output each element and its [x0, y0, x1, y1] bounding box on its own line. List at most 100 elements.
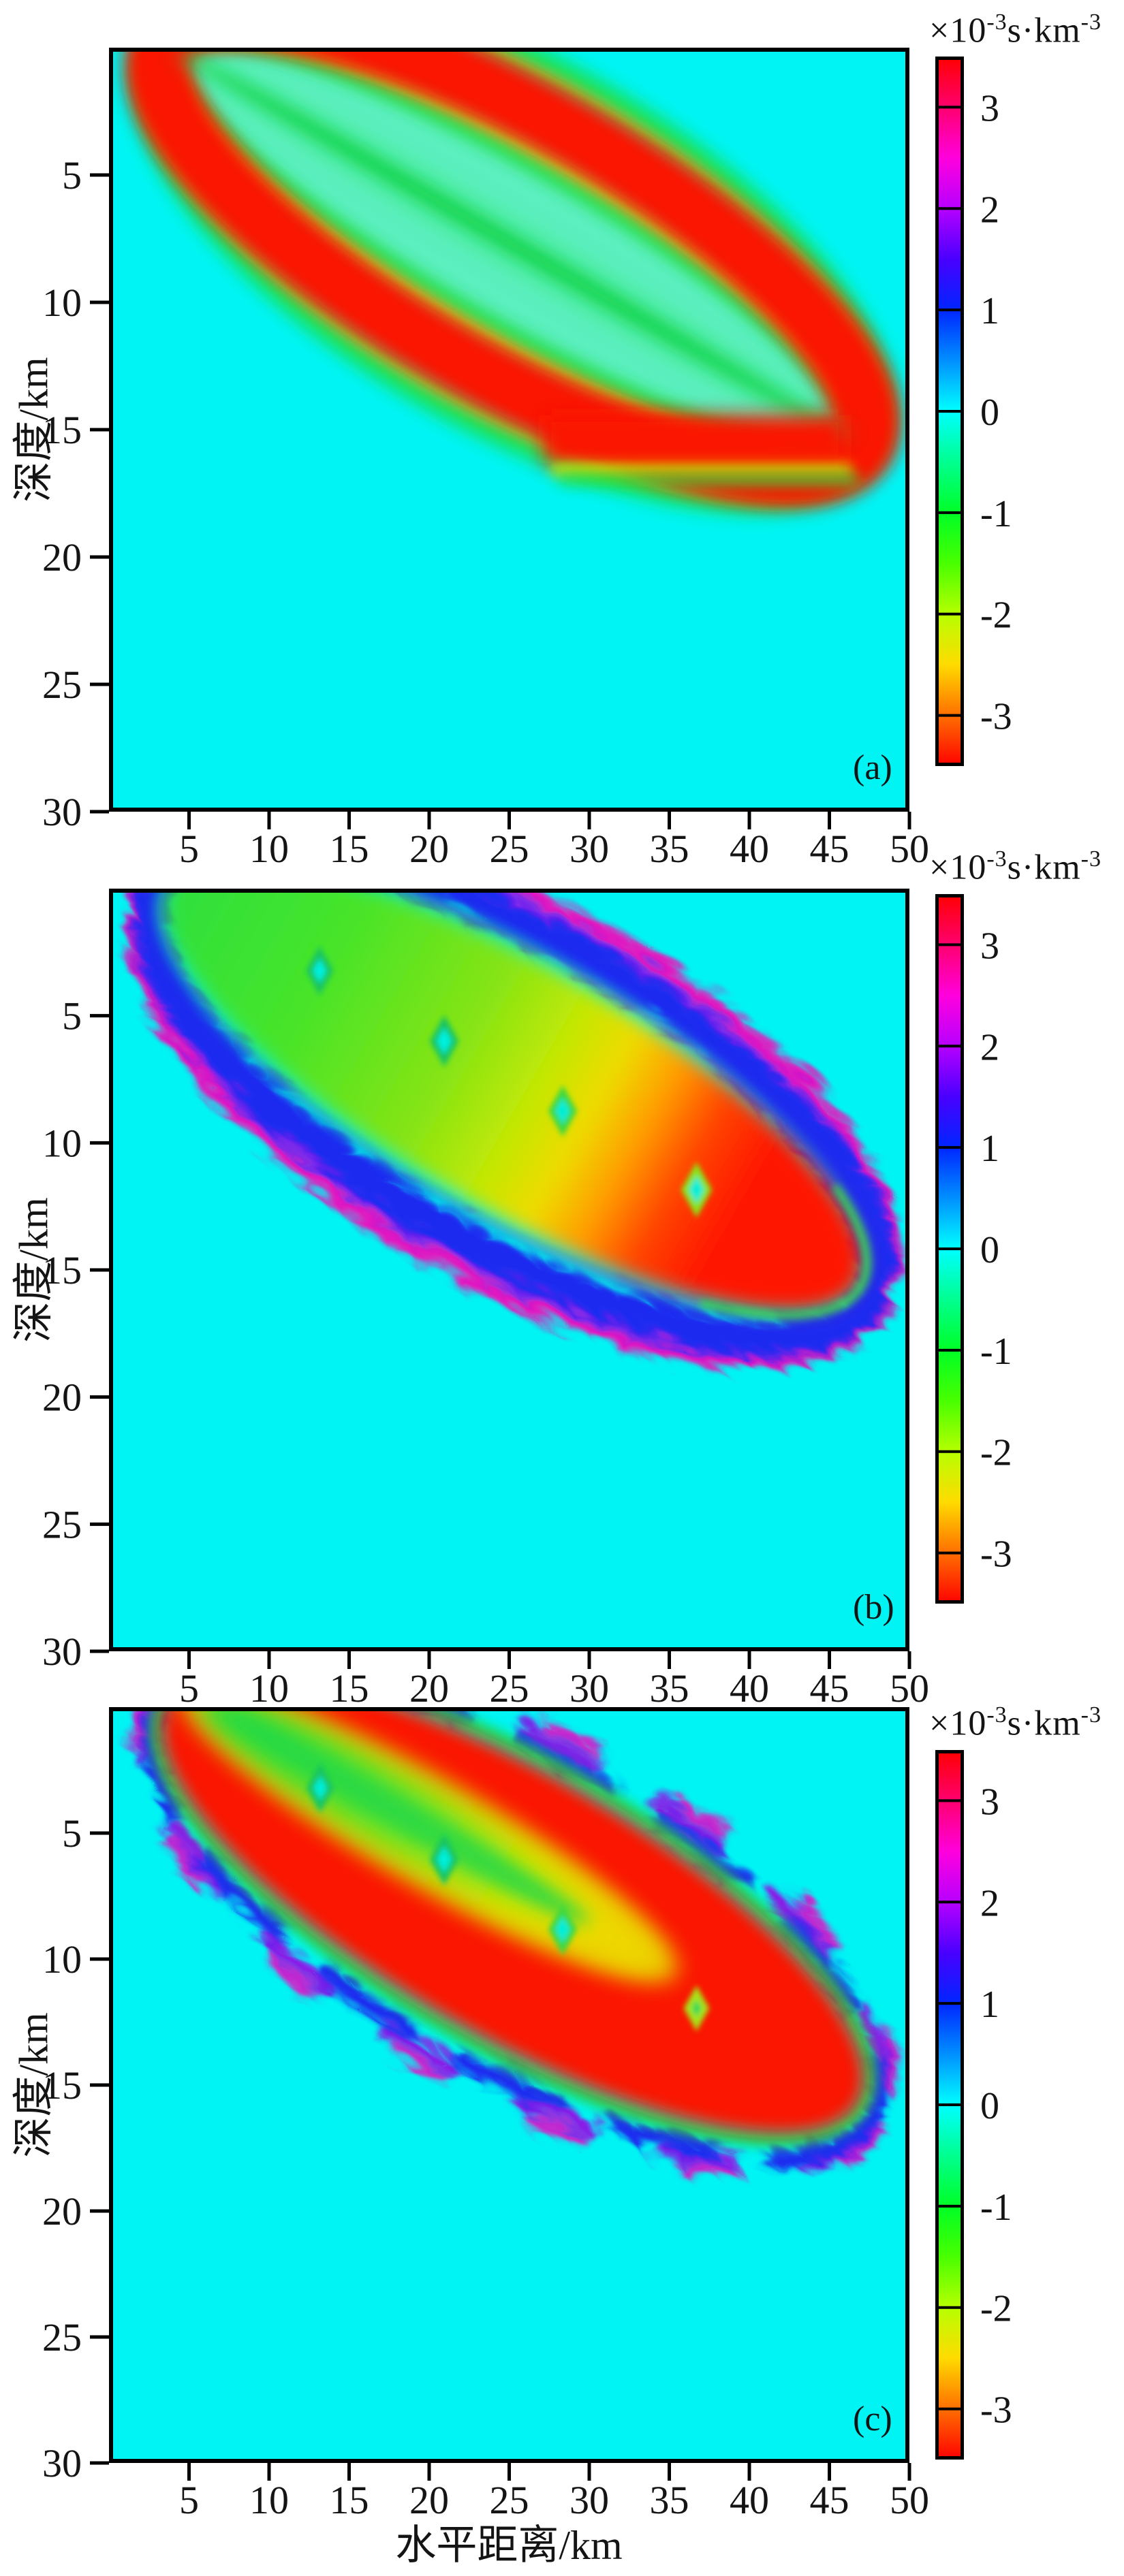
colorbar-title-base: ×10 — [929, 848, 987, 887]
colorbar-title-a: ×10-3s·km-3 — [929, 10, 1102, 50]
x-tick-label: 5 — [179, 827, 199, 871]
plot-frame — [109, 889, 909, 1651]
x-tick-label: 45 — [810, 1666, 849, 1711]
x-tick-label: 40 — [730, 1666, 769, 1711]
colorbar-tick-label: 0 — [980, 392, 999, 434]
x-tick-label: 20 — [409, 2478, 449, 2522]
x-tick-label: 15 — [330, 2478, 369, 2522]
colorbar-tick-label: 2 — [980, 189, 999, 231]
y-tick-label: 20 — [42, 2189, 82, 2233]
y-tick-label: 25 — [42, 1502, 82, 1546]
colorbar-tick-label: 0 — [980, 2085, 999, 2127]
x-tick-label: 25 — [490, 827, 529, 871]
x-tick-label: 15 — [330, 827, 369, 871]
colorbar-tick-label: -3 — [980, 2389, 1012, 2432]
colorbar-tick-label: 1 — [980, 1984, 999, 2026]
y-tick-label: 30 — [42, 1629, 82, 1674]
y-tick-label: 20 — [42, 535, 82, 579]
colorbar-title-base: ×10 — [929, 1704, 987, 1743]
colorbar-tick-label: -1 — [980, 493, 1012, 535]
colorbar-title-unit: s·km — [1007, 1704, 1081, 1743]
heatmap-panel-c: 5 10 15 20 25 30 35 40 45 50 5 10 15 20 25 30 (c) — [42, 1707, 929, 2522]
x-tick-label: 40 — [730, 2478, 769, 2522]
colorbar-title-exponent: -3 — [1080, 10, 1102, 35]
colorbar-title-exponent: -3 — [986, 846, 1008, 872]
x-tick-label: 25 — [490, 1666, 529, 1711]
x-tick-label: 35 — [650, 1666, 689, 1711]
y-tick-label: 5 — [62, 153, 82, 197]
colorbar-tick-label: 2 — [980, 1882, 999, 1924]
colorbar-tick-label: -3 — [980, 1533, 1012, 1576]
colorbar-tick-label: -2 — [980, 2288, 1012, 2330]
y-tick-label: 20 — [42, 1376, 82, 1420]
colorbar-frame — [935, 1750, 964, 2460]
y-tick-label: 10 — [42, 1121, 82, 1165]
x-axis-label: 水平距离/km — [395, 2523, 623, 2568]
colorbar-tick-label: 0 — [980, 1229, 999, 1271]
x-tick-label: 20 — [409, 827, 449, 871]
y-tick-label: 10 — [42, 281, 82, 325]
colorbar-title-unit: s·km — [1007, 848, 1081, 887]
x-tick-label: 5 — [179, 1666, 199, 1711]
heatmap-panel-a: 5 10 15 20 25 30 35 40 45 50 5 10 15 20 25 30 (a) — [42, 48, 929, 871]
x-tick-label: 5 — [179, 2478, 199, 2522]
colorbar-tick-label: 1 — [980, 1128, 999, 1170]
y-tick-label: 10 — [42, 1937, 82, 1982]
x-tick-label: 30 — [569, 827, 609, 871]
y-tick-label: 5 — [62, 1811, 82, 1856]
x-tick-label: 10 — [249, 1666, 289, 1711]
colorbar-a: 3 2 1 0 -1 -2 -3 — [935, 57, 1012, 766]
y-tick-label: 30 — [42, 790, 82, 834]
x-tick-label: 10 — [249, 2478, 289, 2522]
x-tick-label: 35 — [650, 2478, 689, 2522]
colorbar-tick-label: 1 — [980, 290, 999, 332]
panel-label-a: (a) — [853, 748, 892, 787]
kernel-art — [109, 1707, 909, 2463]
kernel-art — [109, 889, 909, 1651]
x-tick-label: 20 — [409, 1666, 449, 1711]
y-tick-label: 30 — [42, 2441, 82, 2485]
y-tick-label: 25 — [42, 663, 82, 707]
y-tick-label: 5 — [62, 994, 82, 1038]
x-tick-label: 10 — [249, 827, 289, 871]
colorbar-frame — [935, 57, 964, 766]
kernel-art — [109, 48, 909, 812]
colorbar-tick-label: 3 — [980, 1781, 999, 1823]
panel-label-b: (b) — [853, 1588, 894, 1627]
x-tick-label: 30 — [569, 1666, 609, 1711]
colorbar-title-exponent: -3 — [986, 10, 1008, 35]
colorbar-title-exponent: -3 — [986, 1702, 1008, 1728]
x-tick-label: 15 — [330, 1666, 369, 1711]
y-tick-label: 15 — [42, 1248, 82, 1292]
x-tick-label: 30 — [569, 2478, 609, 2522]
x-tick-label: 50 — [890, 827, 929, 871]
plot-frame — [109, 48, 909, 812]
x-tick-label: 35 — [650, 827, 689, 871]
colorbar-title-exponent: -3 — [1080, 1702, 1102, 1728]
colorbar-tick-label: -3 — [980, 696, 1012, 738]
x-tick-label: 25 — [490, 2478, 529, 2522]
heatmap-panel-b: 5 10 15 20 25 30 35 40 45 50 5 10 15 20 25 30 (b) — [42, 889, 929, 1711]
colorbar-tick-label: 2 — [980, 1026, 999, 1068]
panel-label-c: (c) — [853, 2400, 892, 2438]
x-tick-label: 45 — [810, 827, 849, 871]
colorbar-tick-label: 3 — [980, 87, 999, 129]
colorbar-tick-label: -2 — [980, 1432, 1012, 1474]
colorbar-title-unit: s·km — [1007, 11, 1081, 50]
x-tick-label: 45 — [810, 2478, 849, 2522]
colorbar-tick-label: 3 — [980, 925, 999, 967]
y-tick-label: 15 — [42, 2063, 82, 2108]
colorbar-c: 3 2 1 0 -1 -2 -3 — [935, 1750, 1012, 2460]
colorbar-b: 3 2 1 0 -1 -2 -3 — [935, 894, 1012, 1604]
colorbar-tick-label: -2 — [980, 594, 1012, 637]
colorbar-tick-label: -1 — [980, 2187, 1012, 2229]
colorbar-title-base: ×10 — [929, 11, 987, 50]
colorbar-title-c: ×10-3s·km-3 — [929, 1702, 1102, 1743]
plot-frame — [109, 1707, 909, 2463]
y-tick-label: 25 — [42, 2315, 82, 2359]
y-tick-label: 15 — [42, 408, 82, 452]
x-tick-label: 50 — [890, 2478, 929, 2522]
colorbar-title-exponent: -3 — [1080, 846, 1102, 872]
x-tick-label: 50 — [890, 1666, 929, 1711]
